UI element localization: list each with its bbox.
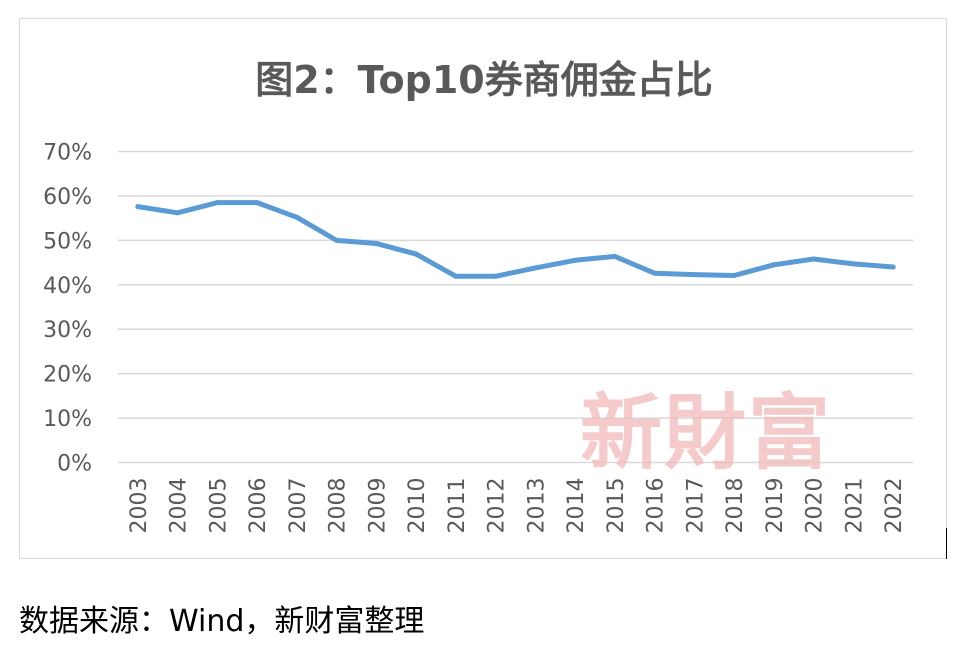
- data-point: [254, 200, 260, 206]
- data-point: [453, 273, 459, 279]
- x-tick-label: 2019: [763, 478, 788, 534]
- data-point: [811, 256, 817, 262]
- y-tick-label: 0%: [57, 452, 92, 477]
- x-tick-label: 2003: [127, 478, 152, 534]
- watermark: 新財富: [580, 385, 832, 481]
- x-tick-label: 2015: [604, 478, 629, 534]
- y-tick-label: 70%: [43, 141, 92, 166]
- x-tick-label: 2018: [723, 478, 748, 534]
- x-tick-label: 2004: [167, 478, 192, 534]
- x-tick-label: 2009: [365, 478, 390, 534]
- x-tick-label: 2010: [405, 478, 430, 534]
- x-tick-label: 2022: [882, 478, 907, 534]
- y-tick-label: 30%: [43, 318, 92, 343]
- data-point: [294, 214, 300, 220]
- series-layer: [135, 200, 896, 279]
- data-point: [612, 253, 618, 259]
- data-point: [652, 270, 658, 276]
- x-tick-label: 2012: [485, 478, 510, 534]
- chart-area: 图2：Top10券商佣金占比 0% 10% 20% 30% 40% 50% 60% 70% 2…: [19, 18, 947, 559]
- y-tick-label: 40%: [43, 274, 92, 299]
- data-point: [532, 265, 538, 271]
- data-point: [413, 251, 419, 257]
- data-point: [334, 237, 340, 243]
- x-tick-label: 2020: [803, 478, 828, 534]
- series-line: [135, 200, 896, 279]
- x-tick-label: 2016: [644, 478, 669, 534]
- x-tick-label: 2014: [564, 478, 589, 534]
- x-tick-label: 2007: [286, 478, 311, 534]
- y-tick-label: 50%: [43, 229, 92, 254]
- x-tick-label: 2013: [524, 478, 549, 534]
- data-point: [135, 204, 141, 210]
- data-point: [214, 200, 220, 206]
- data-point: [373, 240, 379, 246]
- x-tick-label: 2006: [246, 478, 271, 534]
- x-tick-label: 2005: [206, 478, 231, 534]
- line-chart: 图2：Top10券商佣金占比 0% 10% 20% 30% 40% 50% 60% 70% 2…: [43, 58, 913, 534]
- y-tick-label: 20%: [43, 363, 92, 388]
- source-note: 数据来源：Wind，新财富整理: [19, 604, 425, 639]
- data-point: [493, 273, 499, 279]
- data-point: [175, 210, 181, 216]
- x-tick-label: 2021: [842, 478, 867, 534]
- data-point: [850, 261, 856, 267]
- x-tick-label: 2017: [683, 478, 708, 534]
- x-tick-label: 2011: [445, 478, 470, 534]
- data-point: [691, 272, 697, 278]
- y-tick-label: 10%: [43, 407, 92, 432]
- data-point: [771, 262, 777, 268]
- gridlines: [118, 150, 913, 464]
- x-axis-ticks: 2003 2004 2005 2006 2007 2008 2009 2010 2011 2012…: [127, 478, 907, 534]
- data-point: [572, 257, 578, 263]
- x-tick-label: 2008: [326, 478, 351, 534]
- y-axis-ticks: 0% 10% 20% 30% 40% 50% 60% 70%: [43, 141, 92, 477]
- chart-title: 图2：Top10券商佣金占比: [255, 58, 713, 102]
- data-point: [890, 264, 896, 270]
- data-point: [731, 272, 737, 278]
- corner-mark: [946, 528, 947, 559]
- y-tick-label: 60%: [43, 185, 92, 210]
